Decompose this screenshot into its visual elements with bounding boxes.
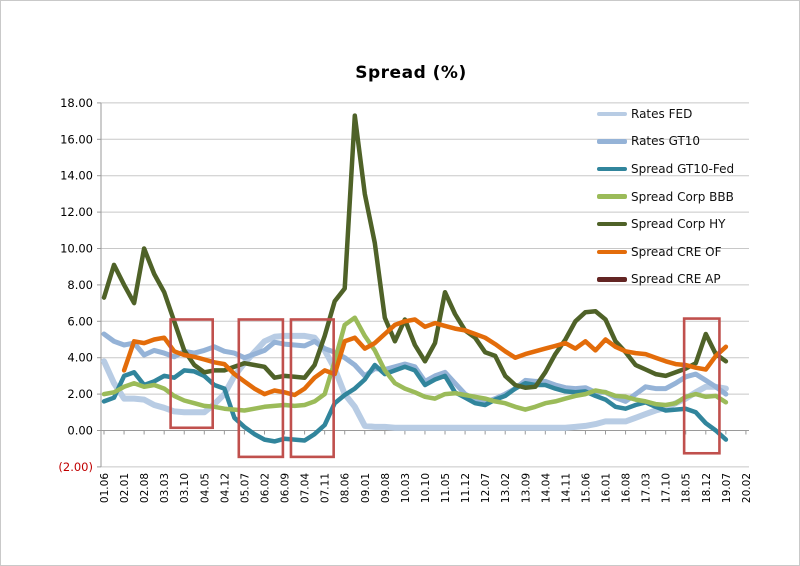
x-tick-label: 14.04 [540, 473, 552, 503]
legend-item: Spread CRE OF [597, 238, 747, 266]
x-tick-label: 19.07 [721, 473, 733, 503]
x-tick-label: 09.01 [360, 473, 372, 503]
legend-swatch [597, 249, 627, 255]
y-tick-label: 14.00 [60, 169, 93, 183]
highlight-box [289, 318, 335, 459]
legend-swatch [597, 111, 627, 117]
series-rates-fed [101, 332, 729, 431]
series-spread-gt10-fed [101, 362, 729, 444]
highlight-box [169, 318, 214, 430]
x-tick-label: 13.02 [500, 473, 512, 503]
y-tick-label: (2.00) [58, 460, 93, 474]
legend-label: Spread Corp BBB [631, 189, 734, 204]
x-tick-label: 05.07 [239, 473, 251, 503]
series-spread-cre-of [121, 317, 729, 398]
y-tick-label: 8.00 [67, 278, 93, 292]
x-tick-label: 18.05 [681, 473, 693, 503]
x-tick-label: 03.03 [159, 473, 171, 503]
x-tick-label: 07.04 [300, 473, 312, 503]
legend-item: Spread Corp HY [597, 210, 747, 238]
legend-item: Spread GT10-Fed [597, 155, 747, 183]
x-tick-label: 04.05 [199, 473, 211, 503]
legend-swatch [597, 166, 627, 172]
legend-item: Spread Corp BBB [597, 183, 747, 211]
y-tick-label: 12.00 [60, 205, 93, 219]
y-tick-label: 2.00 [67, 387, 93, 401]
x-tick-label: 01.06 [99, 473, 111, 503]
x-tick-label: 15.06 [580, 473, 592, 503]
x-tick-label: 06.09 [280, 473, 292, 503]
x-tick-label: 02.08 [139, 473, 151, 503]
x-tick-label: 17.10 [661, 473, 673, 503]
x-tick-label: 02.01 [119, 473, 131, 503]
x-tick-label: 07.11 [320, 473, 332, 503]
legend-label: Spread CRE AP [631, 272, 721, 287]
legend-swatch [597, 194, 627, 199]
y-tick-label: 18.00 [60, 96, 93, 110]
y-tick-label: 6.00 [67, 314, 93, 328]
highlight-box [237, 318, 285, 459]
y-tick-label: 0.00 [67, 424, 93, 438]
x-tick-label: 11.05 [440, 473, 452, 503]
x-tick-label: 10.03 [400, 473, 412, 503]
highlight-box [682, 317, 721, 455]
legend-swatch [597, 139, 627, 144]
x-tick-label: 09.08 [380, 473, 392, 503]
legend-item: Rates FED [597, 100, 747, 128]
x-tick-label: 08.06 [340, 473, 352, 503]
series-spread-corp-bbb [101, 315, 729, 413]
legend-label: Rates FED [631, 106, 693, 121]
legend: Rates FED Rates GT10 Spread GT10-Fed Spread… [597, 100, 747, 293]
x-tick-label: 06.02 [259, 473, 271, 503]
legend-item: Rates GT10 [597, 128, 747, 156]
legend-label: Rates GT10 [631, 134, 701, 149]
x-tick-label: 16.01 [601, 473, 613, 503]
y-tick-label: 16.00 [60, 132, 93, 146]
x-tick-label: 17.03 [641, 473, 653, 503]
x-tick-label: 03.10 [179, 473, 191, 503]
x-tick-label: 18.12 [701, 473, 713, 503]
x-tick-label: 16.08 [621, 473, 633, 503]
x-tick-label: 11.12 [460, 473, 472, 503]
legend-item: Spread CRE AP [597, 266, 747, 294]
x-tick-label: 14.11 [560, 473, 572, 503]
legend-label: Spread GT10-Fed [631, 161, 735, 176]
x-tick-label: 12.07 [480, 473, 492, 503]
x-tick-label: 10.10 [420, 473, 432, 503]
x-tick-label: 04.12 [219, 473, 231, 503]
y-tick-label: 4.00 [67, 351, 93, 365]
series-rates-gt10 [101, 331, 729, 405]
legend-label: Spread CRE OF [631, 244, 722, 259]
legend-swatch [597, 277, 627, 282]
x-tick-label: 20.02 [741, 473, 753, 503]
legend-swatch [597, 221, 627, 227]
chart-title: Spread (%) [355, 63, 467, 83]
legend-label: Spread Corp HY [631, 217, 726, 232]
x-tick-label: 13.09 [520, 473, 532, 503]
y-tick-label: 10.00 [60, 242, 93, 256]
